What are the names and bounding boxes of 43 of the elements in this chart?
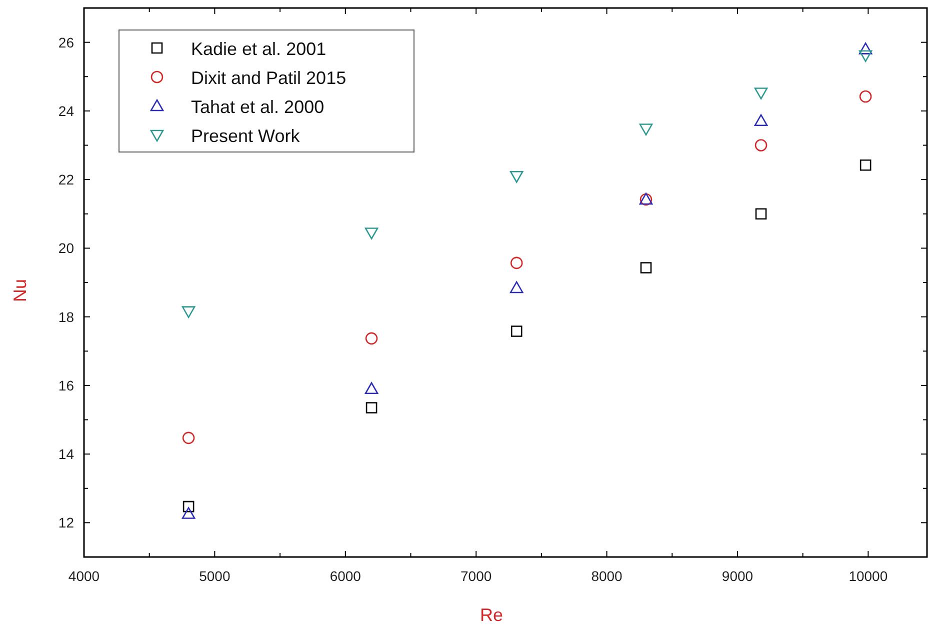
x-tick-label: 9000 <box>722 568 754 584</box>
x-tick-label: 10000 <box>848 568 888 584</box>
point <box>510 281 524 294</box>
point <box>858 42 872 54</box>
x-axis-title: Re <box>480 605 504 625</box>
y-tick-label: 22 <box>58 172 74 188</box>
point <box>182 306 196 318</box>
x-tick-label: 6000 <box>330 568 362 584</box>
point <box>754 114 768 126</box>
y-tick-label: 16 <box>58 377 74 394</box>
y-tick-label: 20 <box>58 240 74 256</box>
point <box>510 170 524 183</box>
x-tick-label: 7000 <box>460 568 492 584</box>
point <box>365 332 378 345</box>
x-tick-label: 8000 <box>591 568 623 584</box>
y-tick-label: 14 <box>58 446 74 462</box>
legend-label: Tahat et al. 2000 <box>191 97 324 117</box>
point <box>366 402 378 414</box>
point <box>510 326 522 337</box>
point <box>639 124 653 136</box>
legend-label: Present Work <box>191 126 301 146</box>
y-tick-label: 24 <box>58 102 74 119</box>
x-tick-label: 4000 <box>68 568 100 584</box>
x-tick-label: 5000 <box>199 568 230 584</box>
point <box>754 139 768 152</box>
point <box>510 256 523 270</box>
legend-label: Dixit and Patil 2015 <box>191 68 346 88</box>
point <box>858 50 872 62</box>
point <box>182 507 196 519</box>
point <box>860 160 872 171</box>
legend-label: Kadie et al. 2001 <box>191 39 326 59</box>
y-tick-label: 26 <box>58 34 74 50</box>
y-tick-label: 12 <box>58 514 74 531</box>
point <box>364 228 378 240</box>
y-tick-label: 18 <box>58 308 74 325</box>
point <box>364 382 378 394</box>
point <box>859 90 872 103</box>
point <box>182 500 194 512</box>
point <box>182 432 195 444</box>
point <box>754 88 768 100</box>
point <box>640 262 652 274</box>
point <box>755 208 767 220</box>
y-axis-title: Nu <box>10 278 30 302</box>
